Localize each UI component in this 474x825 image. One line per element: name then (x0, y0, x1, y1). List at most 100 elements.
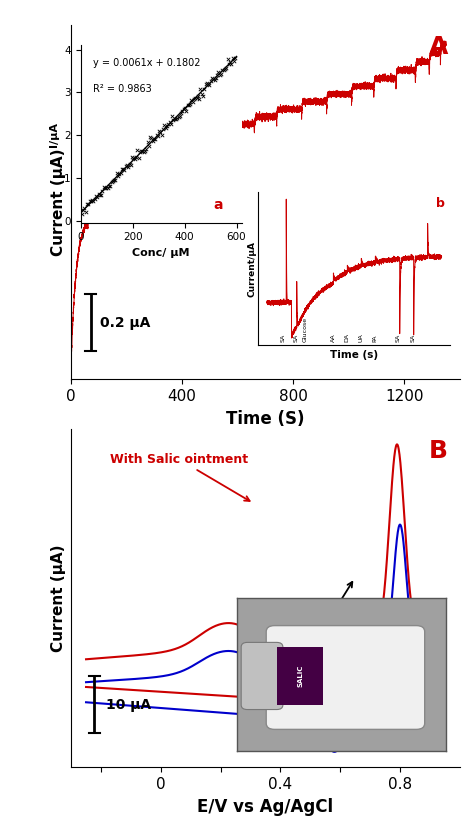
Point (158, 128, 165, 141)
Point (228, 57, 235, 70)
Point (143, 142, 150, 155)
Text: y = 0.0061x + 0.1802: y = 0.0061x + 0.1802 (93, 58, 201, 68)
Point (144, 135, 151, 148)
Text: UA: UA (359, 333, 364, 342)
Point (210, 73, 217, 86)
Point (100, 181, 108, 194)
Point (202, 78, 210, 91)
Point (88, 193, 96, 206)
Point (231, 51, 239, 64)
X-axis label: Time (s): Time (s) (330, 351, 378, 361)
Point (219, 64, 226, 77)
Point (86, 194, 93, 207)
Point (166, 116, 173, 129)
Point (188, 93, 195, 106)
Point (135, 151, 142, 164)
Point (164, 117, 172, 130)
FancyBboxPatch shape (241, 643, 283, 710)
Text: B: B (429, 439, 448, 463)
Text: a: a (213, 198, 222, 212)
Text: AA: AA (331, 333, 336, 342)
Point (189, 96, 197, 109)
Point (216, 68, 224, 82)
Y-axis label: Current (μA): Current (μA) (51, 544, 65, 652)
Point (161, 118, 168, 131)
Text: With Salic ointment: With Salic ointment (110, 453, 250, 501)
Point (140, 145, 147, 158)
Point (120, 163, 128, 177)
Point (146, 130, 154, 144)
Point (191, 91, 199, 104)
Text: b: b (436, 197, 445, 210)
Point (211, 73, 219, 86)
Point (185, 98, 192, 111)
Text: R² = 0.9863: R² = 0.9863 (93, 84, 152, 94)
Point (99, 184, 106, 197)
Point (127, 158, 135, 172)
Point (176, 110, 183, 123)
Point (92, 190, 100, 203)
Point (114, 169, 122, 182)
Point (145, 139, 153, 152)
Point (113, 166, 120, 179)
Point (131, 153, 138, 166)
Point (125, 160, 132, 173)
Point (201, 82, 208, 96)
Point (104, 182, 111, 195)
Point (126, 158, 133, 171)
Point (172, 112, 180, 125)
Point (167, 118, 174, 131)
Point (180, 103, 188, 116)
Point (197, 82, 204, 96)
Y-axis label: I/μA: I/μA (49, 121, 59, 147)
Point (208, 71, 216, 84)
Point (116, 167, 123, 180)
Point (173, 111, 181, 125)
FancyBboxPatch shape (277, 647, 322, 705)
Text: Absence of
Salic ointment: Absence of Salic ointment (273, 582, 374, 642)
Point (118, 163, 126, 176)
Point (222, 61, 230, 74)
Point (162, 121, 169, 134)
Text: SA: SA (293, 333, 298, 342)
Point (217, 68, 225, 81)
Point (221, 62, 229, 75)
X-axis label: Conc/ μM: Conc/ μM (132, 248, 190, 258)
Point (190, 92, 198, 106)
Point (203, 77, 210, 90)
Point (179, 104, 186, 117)
Point (224, 53, 231, 66)
Text: SA: SA (410, 333, 415, 342)
Text: SALIC: SALIC (298, 665, 304, 687)
Text: A: A (429, 35, 448, 59)
Point (107, 179, 114, 192)
Point (111, 174, 119, 187)
Point (122, 159, 129, 172)
Point (206, 78, 213, 92)
X-axis label: E/V vs Ag/AgCl: E/V vs Ag/AgCl (197, 798, 334, 816)
Point (155, 125, 163, 138)
Point (153, 129, 160, 142)
Point (98, 189, 105, 202)
Point (215, 65, 222, 78)
Point (87, 195, 95, 208)
Text: PA: PA (373, 334, 378, 342)
Y-axis label: Current/μA: Current/μA (248, 241, 257, 296)
Point (149, 134, 156, 147)
Point (207, 74, 215, 87)
Y-axis label: Current (μA): Current (μA) (51, 148, 65, 256)
Point (184, 98, 191, 111)
Point (168, 110, 176, 123)
Point (199, 89, 207, 102)
Point (110, 174, 118, 187)
Point (152, 133, 159, 146)
X-axis label: Time (S): Time (S) (226, 410, 305, 428)
Point (150, 132, 158, 145)
Point (141, 144, 149, 158)
Point (78, 208, 86, 221)
Point (177, 106, 185, 120)
Point (129, 152, 137, 165)
Point (139, 144, 146, 158)
Point (198, 87, 206, 101)
Point (193, 92, 201, 105)
